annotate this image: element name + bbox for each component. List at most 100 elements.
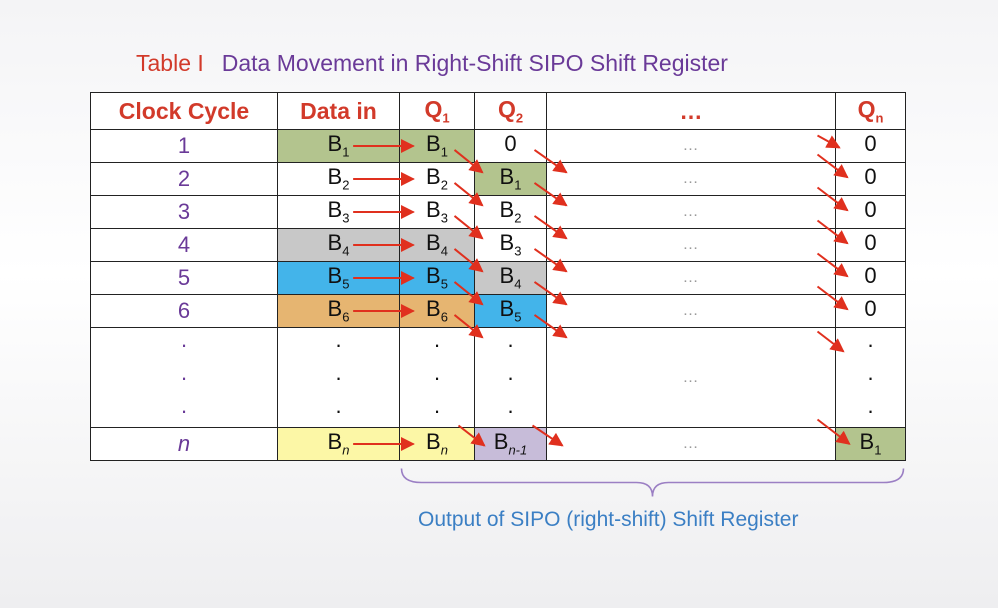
- qn-cell: 0: [835, 228, 906, 262]
- data-in-cell: B4: [277, 228, 400, 262]
- q2-cell: B4: [474, 261, 547, 295]
- cell-sub: 2: [440, 177, 448, 193]
- ellipsis-cell: …: [546, 162, 836, 196]
- dot-mark: ·: [866, 398, 875, 423]
- dot-mark: ·: [866, 365, 875, 390]
- q1-cell: B3: [399, 195, 475, 229]
- dot-mark: ·: [866, 332, 875, 357]
- dot-mark: ·: [433, 332, 441, 357]
- cell-sub: n: [441, 443, 448, 458]
- ellipsis-cell: …: [546, 228, 836, 262]
- header-q2-sub: 2: [515, 110, 524, 126]
- cycle-n: n: [177, 431, 191, 456]
- cycle-cell: 2: [90, 162, 278, 196]
- data-in-cell: B1: [277, 129, 400, 163]
- data-in-cell: B6: [277, 294, 400, 328]
- cell-sub: 3: [514, 243, 522, 259]
- cell-base: 0: [864, 131, 877, 157]
- cell-sub: 5: [514, 309, 522, 325]
- dots-cell: · · ·: [835, 327, 906, 428]
- dot-mark: ·: [433, 398, 441, 423]
- table-row: 5 B5 B5 B4 … 0: [90, 261, 906, 295]
- qn-cell: 0: [835, 261, 906, 295]
- table-row: 4 B4 B4 B3 … 0: [90, 228, 906, 262]
- dot-mark: ·: [506, 332, 515, 357]
- cell-sub: 6: [342, 309, 350, 325]
- header-q2: Q2: [474, 92, 547, 130]
- header-q1-base: Q: [424, 95, 443, 122]
- cycle-cell: 6: [90, 294, 278, 328]
- header-clock-cycle: Clock Cycle: [90, 92, 278, 130]
- q2-cell: Bn-1: [474, 427, 547, 461]
- cell-base: B: [327, 296, 343, 322]
- qn-cell: 0: [835, 195, 906, 229]
- cell-base: B: [426, 296, 441, 322]
- table-row: 2 B2 B2 B1 … 0: [90, 162, 906, 196]
- header-q1-sub: 1: [442, 110, 450, 126]
- cycle-cell: 5: [90, 261, 278, 295]
- cell-base: B: [327, 429, 343, 455]
- header-q1: Q1: [399, 92, 475, 130]
- cell-base: 0: [504, 131, 517, 157]
- dots-cell: · · ·: [474, 327, 547, 428]
- cell-base: B: [426, 429, 441, 455]
- cycle-cell: 3: [90, 195, 278, 229]
- header-data-in: Data in: [277, 92, 400, 130]
- q1-cell: B4: [399, 228, 475, 262]
- table-row-last: n Bn Bn Bn-1 … B1: [90, 427, 906, 461]
- cell-base: 0: [864, 296, 877, 322]
- cycle-cell: 1: [90, 129, 278, 163]
- caption-label: Table I: [136, 50, 204, 76]
- table-row: 3 B3 B3 B2 … 0: [90, 195, 906, 229]
- sipo-table: Clock Cycle Data in Q1 Q2 … Qn 1 B1 B1 0…: [90, 92, 906, 461]
- cell-sub-italic: n: [440, 442, 448, 458]
- cell-sub: 4: [342, 243, 350, 259]
- cell-sub: 3: [440, 210, 448, 226]
- q1-cell: B2: [399, 162, 475, 196]
- header-q2-base: Q: [497, 95, 516, 122]
- table-row: 1 B1 B1 0 … 0: [90, 129, 906, 163]
- dot-mark: ·: [180, 332, 188, 357]
- cell-base: 0: [864, 230, 877, 256]
- cell-sub: 1: [874, 442, 882, 458]
- cell-sub: 2: [342, 177, 350, 193]
- data-in-cell: B5: [277, 261, 400, 295]
- cell-sub-italic: n: [342, 442, 350, 458]
- dot-mark: ·: [334, 332, 343, 357]
- dot-mark: ·: [433, 365, 441, 390]
- ellipsis-cell: …: [546, 261, 836, 295]
- header-qn-sub: n: [875, 110, 884, 126]
- cell-base: B: [327, 230, 343, 256]
- cell-sub-italic: n-1: [508, 442, 528, 458]
- cell-base: B: [499, 296, 515, 322]
- cycle-cell: 4: [90, 228, 278, 262]
- cell-base: 0: [864, 263, 877, 289]
- cell-sub: 1: [440, 144, 448, 160]
- table-caption: Table I Data Movement in Right-Shift SIPO…: [136, 50, 728, 77]
- cell-sub: 4: [440, 243, 448, 259]
- qn-cell: B1: [835, 427, 906, 461]
- cell-base: B: [426, 131, 441, 157]
- cell-base: 0: [864, 164, 877, 190]
- dots-cell: · · ·: [277, 327, 400, 428]
- qn-cell: 0: [835, 129, 906, 163]
- dot-mark: ·: [334, 398, 343, 423]
- cell-sub: 2: [514, 210, 522, 226]
- cell-sub: 5: [440, 276, 448, 292]
- cell-sub: 6: [440, 309, 448, 325]
- cell-sub: n: [342, 443, 349, 458]
- data-in-cell: B3: [277, 195, 400, 229]
- cell-base: B: [499, 230, 515, 256]
- caption-title: Data Movement in Right-Shift SIPO Shift …: [221, 50, 728, 76]
- ellipsis-cell: …: [546, 129, 836, 163]
- ellipsis-cell: …: [546, 195, 836, 229]
- ellipsis-cell: …: [546, 427, 836, 461]
- q1-cell: B6: [399, 294, 475, 328]
- cell-sub: 3: [342, 210, 350, 226]
- header-ellipsis: …: [546, 92, 836, 130]
- q2-cell: 0: [474, 129, 547, 163]
- cell-base: B: [493, 429, 509, 455]
- cell-base: B: [426, 230, 441, 256]
- dot-mark: ·: [334, 365, 343, 390]
- cell-base: B: [327, 164, 343, 190]
